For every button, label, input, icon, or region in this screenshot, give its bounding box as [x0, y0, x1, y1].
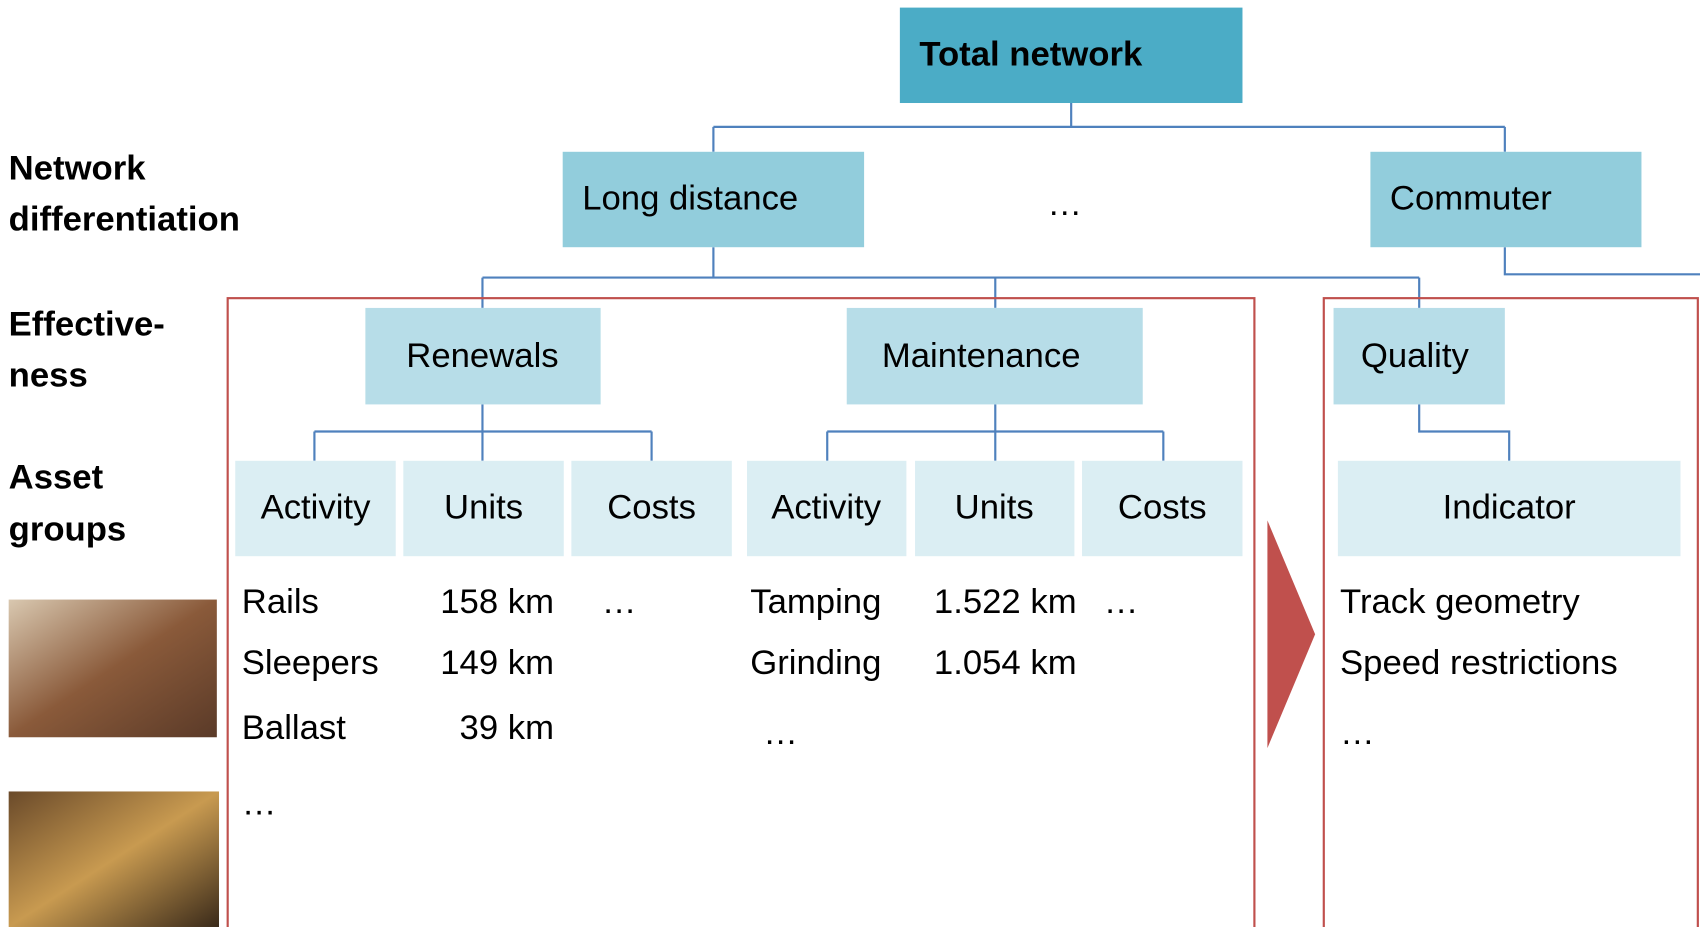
- photo-station: [8, 791, 220, 927]
- row-label: Network: [9, 149, 147, 187]
- table-cell: Rails: [242, 583, 319, 621]
- node-label: Maintenance: [882, 337, 1081, 375]
- leaf-label: Units: [444, 489, 523, 527]
- list-item: …: [1340, 714, 1375, 752]
- table-cell: 39 km: [460, 709, 554, 747]
- table-cell: Ballast: [242, 709, 346, 747]
- node-label: Renewals: [406, 337, 558, 375]
- arrow: [1267, 520, 1316, 749]
- root-label: Total network: [919, 36, 1143, 74]
- photo-tracks: [8, 599, 217, 738]
- node-box: [562, 151, 865, 248]
- row-label: Asset: [9, 458, 104, 496]
- row-label: differentiation: [9, 200, 240, 238]
- node-label: Long distance: [582, 180, 798, 218]
- table-cell: …: [242, 785, 277, 823]
- leaf-label: Activity: [771, 489, 882, 527]
- list-item: Speed restrictions: [1340, 644, 1618, 682]
- table-cell: 1.054 km: [934, 644, 1077, 682]
- node-label: …: [1047, 185, 1082, 223]
- table-cell: …: [763, 714, 798, 752]
- node-label: Commuter: [1390, 180, 1552, 218]
- connectors: [313, 103, 1700, 461]
- list-item: Track geometry: [1340, 583, 1580, 621]
- leaf-boxes: [235, 460, 1681, 557]
- row-label: Effective-: [9, 306, 165, 344]
- table-cell: …: [602, 583, 637, 621]
- row-label: groups: [9, 510, 127, 548]
- node-box: [1333, 307, 1505, 405]
- node-box: [899, 7, 1243, 104]
- row-label: ness: [9, 356, 88, 394]
- table-cell: 149 km: [440, 644, 554, 682]
- node-label: Quality: [1361, 337, 1470, 375]
- table-cell: Sleepers: [242, 644, 379, 682]
- table-cell: Grinding: [750, 644, 881, 682]
- frame: [226, 297, 1256, 927]
- node-box: [846, 307, 1143, 405]
- leaf-label: Units: [955, 489, 1034, 527]
- node-box: [1370, 151, 1642, 248]
- leaf-label: Costs: [607, 489, 696, 527]
- table-cell: 158 km: [440, 583, 554, 621]
- leaf-label: Costs: [1118, 489, 1207, 527]
- leaf-label: Indicator: [1443, 489, 1576, 527]
- table-cell: Tamping: [750, 583, 881, 621]
- table-cell: 1.522 km: [934, 583, 1077, 621]
- node-box: [365, 307, 601, 405]
- table-cell: …: [1104, 583, 1139, 621]
- leaf-label: Activity: [261, 489, 372, 527]
- frame: [1322, 297, 1699, 927]
